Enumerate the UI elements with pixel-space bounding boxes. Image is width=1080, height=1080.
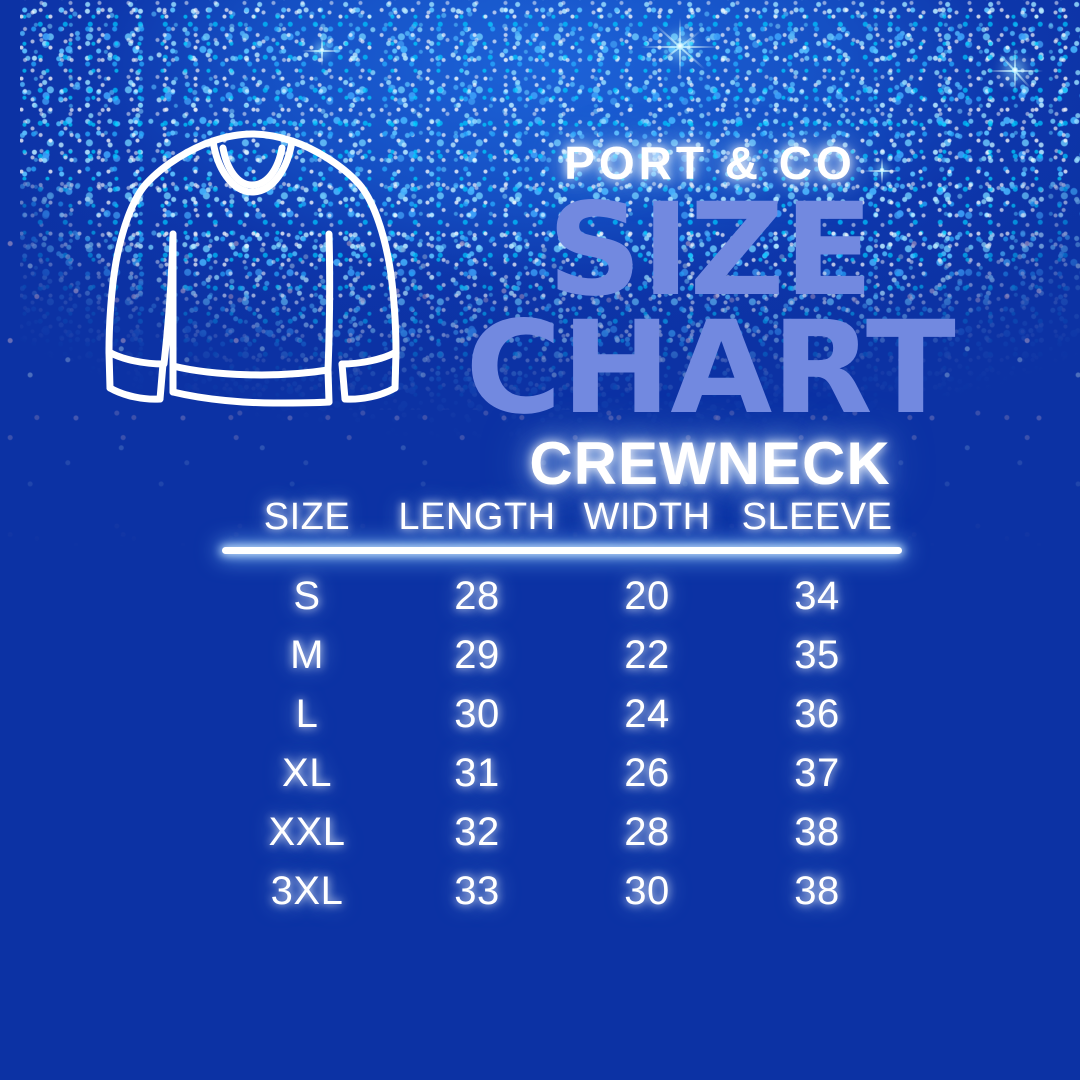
cell-sleeve: 38 <box>794 869 840 913</box>
cell-size: S <box>293 574 321 618</box>
column-header-width: WIDTH <box>583 496 711 538</box>
cell-width: 20 <box>624 574 670 618</box>
cell-width: 26 <box>624 751 670 795</box>
cell-width: 24 <box>624 692 670 736</box>
cell-sleeve: 38 <box>794 810 840 854</box>
title-block: PORT & CO SIZE CHART CREWNECK <box>430 140 990 494</box>
size-chart-table-wrapper: SIZE LENGTH WIDTH SLEEVE S 28 20 34 <box>222 496 902 921</box>
header-underline-cell <box>222 547 902 554</box>
cell-width: 28 <box>624 810 670 854</box>
cell-size: XL <box>282 751 332 795</box>
scattered-speckles <box>0 230 1080 550</box>
table-header-row: SIZE LENGTH WIDTH SLEEVE <box>222 496 902 547</box>
cell-length: 33 <box>454 869 500 913</box>
page-title: SIZE CHART <box>465 176 956 443</box>
table-row: XXL 32 28 38 <box>222 803 902 862</box>
cell-length: 29 <box>454 633 500 677</box>
cell-sleeve: 34 <box>794 574 840 618</box>
page-subtitle: CREWNECK <box>529 429 891 497</box>
cell-sleeve: 36 <box>794 692 840 736</box>
cell-sleeve: 35 <box>794 633 840 677</box>
cell-width: 30 <box>624 869 670 913</box>
column-header-length: LENGTH <box>398 496 556 538</box>
cell-length: 31 <box>454 751 500 795</box>
table-row: L 30 24 36 <box>222 685 902 744</box>
table-row: XL 31 26 37 <box>222 744 902 803</box>
cell-width: 22 <box>624 633 670 677</box>
cell-size: 3XL <box>270 869 344 913</box>
table-body: S 28 20 34 M 29 22 35 L 30 24 36 <box>222 554 902 921</box>
size-chart-table: SIZE LENGTH WIDTH SLEEVE S 28 20 34 <box>222 496 902 921</box>
column-header-size: SIZE <box>263 496 351 538</box>
cell-length: 28 <box>454 574 500 618</box>
crewneck-sweatshirt-icon <box>96 112 416 427</box>
table-row: 3XL 33 30 38 <box>222 862 902 921</box>
brand-name: PORT & CO <box>564 137 856 189</box>
table-row: S 28 20 34 <box>222 554 902 626</box>
table-head: SIZE LENGTH WIDTH SLEEVE <box>222 496 902 554</box>
cell-length: 32 <box>454 810 500 854</box>
cell-sleeve: 37 <box>794 751 840 795</box>
column-header-sleeve: SLEEVE <box>741 496 893 538</box>
cell-size: M <box>290 633 324 677</box>
cell-length: 30 <box>454 692 500 736</box>
header-underline <box>222 547 902 554</box>
table-row: M 29 22 35 <box>222 626 902 685</box>
header-rule-row <box>222 547 902 554</box>
cell-size: L <box>295 692 319 736</box>
cell-size: XXL <box>268 810 346 854</box>
